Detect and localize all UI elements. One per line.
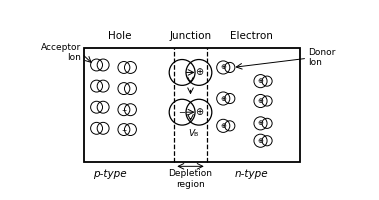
Text: ⊕: ⊕ bbox=[220, 64, 226, 70]
Text: Donor
Ion: Donor Ion bbox=[309, 48, 336, 67]
Text: ⊕: ⊕ bbox=[195, 107, 203, 117]
Text: ⊕: ⊕ bbox=[258, 98, 263, 104]
Text: Hole: Hole bbox=[108, 31, 132, 41]
Text: ⊕: ⊕ bbox=[258, 120, 263, 126]
Text: Junction: Junction bbox=[169, 31, 211, 41]
Text: Electron: Electron bbox=[230, 31, 273, 41]
Text: ⊕: ⊕ bbox=[220, 123, 226, 129]
Text: Acceptor
Ion: Acceptor Ion bbox=[41, 43, 81, 62]
Text: Depletion
region: Depletion region bbox=[169, 169, 213, 189]
Text: ⊕: ⊕ bbox=[258, 138, 263, 144]
Text: B: B bbox=[194, 132, 198, 137]
Bar bbox=[84, 48, 300, 162]
Text: V: V bbox=[189, 129, 195, 138]
Text: −: − bbox=[121, 127, 127, 132]
Text: ⊕: ⊕ bbox=[220, 96, 226, 102]
Text: −: − bbox=[179, 108, 186, 117]
Text: p-type: p-type bbox=[93, 169, 127, 179]
Text: ⊕: ⊕ bbox=[195, 67, 203, 77]
Text: ⊕: ⊕ bbox=[258, 78, 263, 84]
Text: −: − bbox=[121, 107, 127, 112]
Text: n-type: n-type bbox=[235, 169, 268, 179]
